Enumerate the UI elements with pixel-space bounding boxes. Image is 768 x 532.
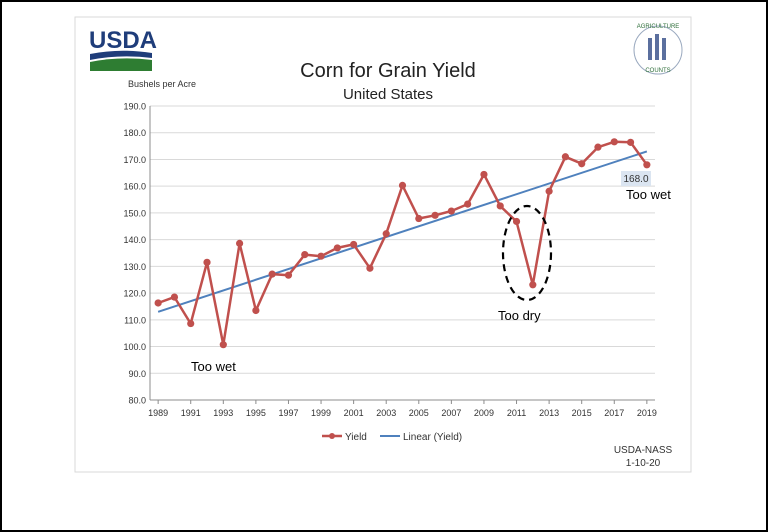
y-tick-label: 160.0 bbox=[123, 182, 146, 192]
last-value-label-text: 168.0 bbox=[623, 174, 648, 185]
data-point-yield bbox=[333, 244, 341, 252]
chart-title: Corn for Grain Yield bbox=[300, 60, 476, 82]
data-point-yield bbox=[415, 214, 423, 223]
x-tick-label: 2005 bbox=[409, 408, 429, 418]
x-tick-label: 1997 bbox=[278, 408, 298, 418]
y-tick-label: 110.0 bbox=[124, 315, 146, 325]
y-tick-label: 180.0 bbox=[123, 128, 146, 138]
ag-counts-column-3 bbox=[662, 38, 666, 60]
data-point-yield bbox=[284, 271, 293, 279]
data-point-yield bbox=[496, 202, 504, 210]
data-point-yield bbox=[154, 299, 162, 307]
y-tick-labels: 80.0 90.0 100.0 110.0 120.0 130.0 140.0 150.0 16… bbox=[123, 102, 146, 406]
x-tick-label: 2003 bbox=[376, 408, 396, 418]
legend-marker-yield bbox=[329, 433, 335, 439]
agriculture-counts-logo: AGRICULTURE COUNTS bbox=[633, 24, 683, 75]
data-point-yield bbox=[529, 281, 537, 289]
data-point-yield bbox=[545, 187, 553, 195]
y-tick-label: 80.0 bbox=[128, 396, 146, 406]
x-tick-label: 2013 bbox=[539, 408, 559, 418]
y-tick-label: 100.0 bbox=[123, 342, 146, 352]
y-tick-label: 150.0 bbox=[123, 208, 146, 218]
x-tick-label: 2019 bbox=[637, 408, 657, 418]
x-tick-label: 1995 bbox=[246, 408, 266, 418]
data-point-yield bbox=[203, 258, 211, 266]
y-tick-label: 140.0 bbox=[123, 235, 146, 245]
x-tick-label: 2017 bbox=[604, 408, 624, 418]
x-tick-label: 1991 bbox=[181, 408, 201, 418]
data-point-yield bbox=[350, 240, 358, 249]
data-point-yield bbox=[366, 264, 374, 272]
x-tick-label: 2015 bbox=[572, 408, 592, 418]
last-value-label: 168.0 bbox=[621, 171, 651, 186]
data-point-yield bbox=[170, 293, 179, 301]
legend-label-yield: Yield bbox=[345, 432, 367, 443]
usda-logo: USDA bbox=[89, 27, 157, 71]
ag-counts-column-2 bbox=[655, 34, 659, 60]
data-point-yield bbox=[464, 200, 472, 208]
x-tick-label: 2011 bbox=[507, 408, 526, 418]
chart-subtitle: United States bbox=[343, 86, 433, 103]
y-tick-label: 130.0 bbox=[123, 262, 146, 272]
data-point-yield bbox=[317, 252, 325, 260]
data-point-yield bbox=[626, 138, 635, 146]
usda-logo-swoosh-top bbox=[90, 50, 152, 60]
x-tick-label: 2007 bbox=[441, 408, 461, 418]
y-tick-label: 190.0 bbox=[123, 102, 146, 112]
data-point-yield bbox=[480, 170, 488, 179]
data-point-yield bbox=[301, 251, 309, 259]
annotation-too-wet-2019: Too wet bbox=[626, 187, 671, 202]
usda-logo-swoosh-bottom bbox=[90, 58, 152, 71]
data-point-yield bbox=[578, 160, 586, 168]
data-point-yield bbox=[382, 230, 390, 238]
y-tick-label: 170.0 bbox=[123, 155, 146, 165]
annotation-too-wet-1993: Too wet bbox=[191, 359, 236, 374]
x-tick-label: 2009 bbox=[474, 408, 494, 418]
x-tick-label: 1993 bbox=[213, 408, 233, 418]
series bbox=[154, 138, 651, 349]
data-point-yield bbox=[643, 161, 651, 169]
y-tick-label: 90.0 bbox=[128, 369, 146, 379]
chart-panel bbox=[74, 16, 692, 473]
x-tick-label: 2001 bbox=[344, 408, 364, 418]
ag-counts-bottom-text: COUNTS bbox=[645, 68, 670, 74]
data-point-yield bbox=[610, 138, 618, 146]
data-point-yield bbox=[561, 153, 570, 161]
annotation-too-dry-2012: Too dry bbox=[498, 308, 541, 323]
data-point-yield bbox=[235, 239, 244, 247]
data-point-yield bbox=[594, 143, 602, 151]
source-line-1: USDA-NASS bbox=[614, 445, 673, 456]
y-tick-label: 120.0 bbox=[123, 289, 146, 299]
y-axis-label: Bushels per Acre bbox=[128, 79, 196, 89]
data-point-yield bbox=[431, 211, 439, 219]
data-point-yield bbox=[187, 319, 195, 328]
data-point-yield bbox=[512, 217, 521, 226]
ag-counts-top-text: AGRICULTURE bbox=[637, 24, 680, 30]
source-line-2: 1-10-20 bbox=[626, 458, 661, 469]
axes bbox=[149, 106, 655, 404]
data-point-yield bbox=[252, 306, 260, 315]
drought-highlight-ellipse bbox=[501, 204, 553, 302]
legend-label-linear: Linear (Yield) bbox=[403, 432, 462, 443]
x-tick-label: 1989 bbox=[148, 408, 168, 418]
usda-logo-text: USDA bbox=[89, 27, 157, 54]
data-point-yield bbox=[268, 270, 276, 278]
ag-counts-column-1 bbox=[648, 38, 652, 60]
x-tick-labels: 1989 1991 1993 1995 1997 1999 2001 2003 2005 2007… bbox=[148, 408, 657, 418]
data-point-yield bbox=[219, 341, 227, 349]
series-line-linear-yield bbox=[157, 150, 648, 313]
x-tick-label: 1999 bbox=[311, 408, 331, 418]
last-value-label-box bbox=[621, 171, 651, 186]
data-point-yield bbox=[398, 181, 407, 189]
legend: Yield Linear (Yield) bbox=[322, 432, 462, 443]
data-point-yield bbox=[447, 207, 455, 215]
